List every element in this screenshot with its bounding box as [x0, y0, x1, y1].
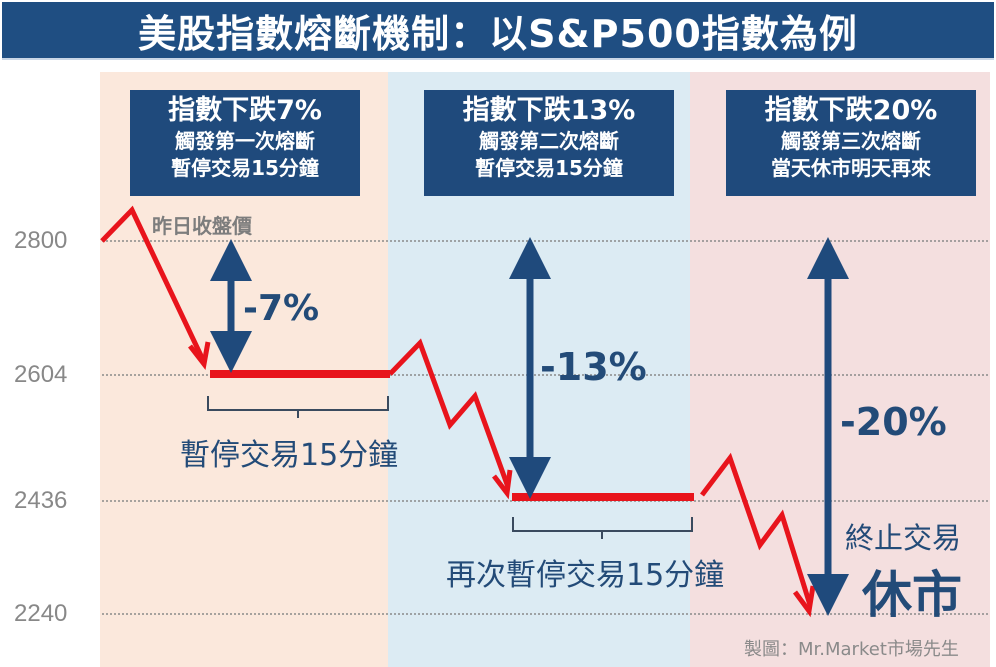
info-box-stage-2: 指數下跌13% 觸發第二次熔斷 暫停交易15分鐘: [424, 90, 674, 196]
drop-label-13: -13%: [540, 345, 647, 389]
y-tick-2604: 2604: [14, 361, 68, 388]
page-title: 美股指數熔斷機制：以S&P500指數為例: [138, 11, 858, 56]
market-closed-label: 休市: [862, 566, 962, 624]
pause-brackets: [207, 396, 693, 539]
title-bar: 美股指數熔斷機制：以S&P500指數為例: [2, 2, 994, 60]
pause-label-2: 再次暫停交易15分鐘: [446, 558, 725, 593]
info-box-heading: 指數下跌20%: [764, 95, 938, 126]
y-tick-2800: 2800: [14, 227, 68, 254]
info-box-line: 觸發第一次熔斷: [175, 129, 315, 153]
prev-close-label: 昨日收盤價: [152, 214, 252, 238]
drop-label-20: -20%: [840, 400, 947, 444]
y-tick-2240: 2240: [14, 600, 68, 627]
stop-trading-label: 終止交易: [845, 521, 962, 555]
info-box-line: 暫停交易15分鐘: [171, 156, 319, 180]
info-box-line: 暫停交易15分鐘: [475, 156, 623, 180]
info-box-heading: 指數下跌13%: [462, 95, 636, 126]
drop-label-7: -7%: [243, 288, 320, 329]
pause-label-1: 暫停交易15分鐘: [180, 438, 399, 473]
drop-arrows: [210, 237, 849, 616]
info-box-stage-1: 指數下跌7% 觸發第一次熔斷 暫停交易15分鐘: [130, 90, 360, 196]
y-tick-2436: 2436: [14, 487, 68, 514]
info-box-heading: 指數下跌7%: [168, 95, 322, 126]
info-box-line: 當天休市明天再來: [771, 156, 931, 180]
info-box-line: 觸發第二次熔斷: [479, 129, 619, 153]
credit-label: 製圖：Mr.Market市場先生: [744, 639, 959, 660]
info-box-line: 觸發第三次熔斷: [781, 129, 921, 153]
info-box-stage-3: 指數下跌20% 觸發第三次熔斷 當天休市明天再來: [726, 90, 976, 196]
